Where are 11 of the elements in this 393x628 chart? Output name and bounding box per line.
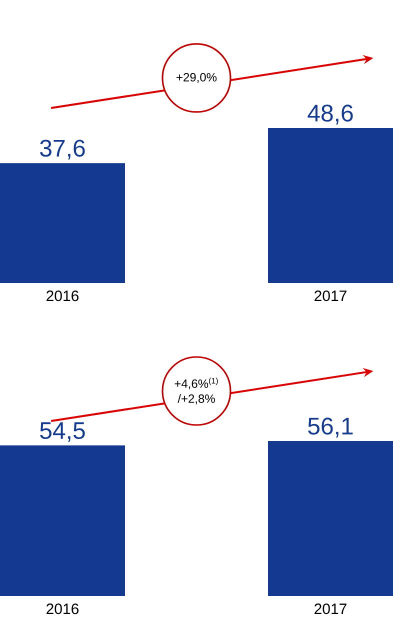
data-label: 48,6 <box>308 104 353 124</box>
text: +29,0% <box>176 73 217 83</box>
data-label: 56,1 <box>308 418 353 438</box>
text: /+2,8% <box>178 394 215 404</box>
x-tick-label: 2016 <box>46 604 79 614</box>
text: +4,6%$^{(1)}$ <box>174 378 218 390</box>
data-label: 54,5 <box>40 422 85 442</box>
data-label: 37,6 <box>40 140 85 160</box>
x-tick-label: 2016 <box>46 290 79 302</box>
x-tick-label: 2017 <box>314 604 346 614</box>
x-tick-label: 2017 <box>314 290 346 302</box>
